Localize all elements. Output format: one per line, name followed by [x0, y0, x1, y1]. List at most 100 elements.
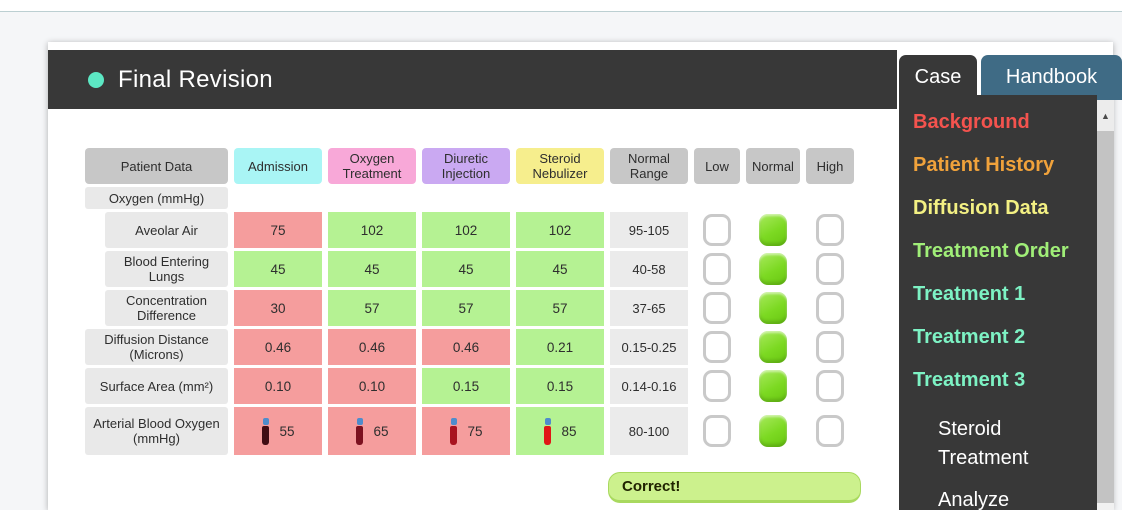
checkbox-cell [806, 329, 854, 365]
checkbox-cell [694, 251, 740, 287]
cell-value: 0.46 [358, 339, 386, 355]
cell-value: 0.10 [358, 378, 386, 394]
column-header-steroid-nebulizer: Steroid Nebulizer [516, 148, 604, 184]
checkbox-cell [746, 329, 800, 365]
data-cell-concentration-difference-col2: 57 [328, 290, 416, 326]
sidebar-scrollbar[interactable]: ▲ [1097, 100, 1114, 510]
cell-value: 75 [467, 423, 483, 439]
column-header-admission: Admission [234, 148, 322, 184]
tab-handbook[interactable]: Handbook [981, 55, 1122, 100]
cell-value: 57 [364, 300, 380, 316]
sidebar-item-treatment-1[interactable]: Treatment 1 [913, 283, 1026, 305]
column-header-normal-range: Normal Range [610, 148, 688, 184]
checkbox-cell [806, 290, 854, 326]
column-header-normal: Normal [746, 148, 800, 184]
row-label-arterial-blood-oxygen-mmhg: Arterial Blood Oxygen (mmHg) [85, 407, 228, 455]
cell-value: 102 [548, 222, 572, 238]
checkbox-normal-concentration-difference[interactable] [759, 292, 787, 324]
checkbox-normal-aveolar-air[interactable] [759, 214, 787, 246]
sidebar-item-diffusion-data[interactable]: Diffusion Data [913, 197, 1049, 219]
row-label-blood-entering-lungs: Blood Entering Lungs [105, 251, 228, 287]
row-label-surface-area-mm: Surface Area (mm²) [85, 368, 228, 404]
sidebar-item-background[interactable]: Background [913, 111, 1030, 133]
normal-range-cell-aveolar-air: 95-105 [610, 212, 688, 248]
cell-value: 45 [458, 261, 474, 277]
cell-value: 85 [561, 423, 577, 439]
sidebar-item-treatment-2[interactable]: Treatment 2 [913, 326, 1026, 348]
sidebar-item-analyze[interactable]: Analyze [938, 489, 1010, 510]
scroll-up-button[interactable]: ▲ [1097, 100, 1114, 131]
normal-range-cell-diffusion-distance-microns: 0.15-0.25 [610, 329, 688, 365]
data-cell-aveolar-air-col2: 102 [328, 212, 416, 248]
data-cell-surface-area-mm-col2: 0.10 [328, 368, 416, 404]
checkbox-high-concentration-difference[interactable] [816, 292, 844, 324]
checkbox-normal-diffusion-distance-microns[interactable] [759, 331, 787, 363]
data-cell-aveolar-air-col4: 102 [516, 212, 604, 248]
feedback-banner: Correct! [608, 472, 861, 503]
normal-range-cell-surface-area-mm: 0.14-0.16 [610, 368, 688, 404]
data-cell-arterial-blood-oxygen-mmhg-col2: 65 [328, 407, 416, 455]
checkbox-cell [746, 251, 800, 287]
cell-value: 102 [454, 222, 478, 238]
checkbox-low-concentration-difference[interactable] [703, 292, 731, 324]
data-cell-blood-entering-lungs-col1: 45 [234, 251, 322, 287]
cell-value: 0.10 [264, 378, 292, 394]
checkbox-cell [806, 407, 854, 455]
sidebar-item-patient-history[interactable]: Patient History [913, 154, 1055, 176]
cell-value: 30 [270, 300, 286, 316]
data-cell-diffusion-distance-microns-col1: 0.46 [234, 329, 322, 365]
cell-value: 45 [552, 261, 568, 277]
row-label-aveolar-air: Aveolar Air [105, 212, 228, 248]
checkbox-cell [694, 329, 740, 365]
checkbox-low-surface-area-mm[interactable] [703, 370, 731, 402]
cell-value: 0.46 [452, 339, 480, 355]
checkbox-cell [694, 212, 740, 248]
checkbox-cell [694, 290, 740, 326]
browser-top-strip [0, 0, 1122, 12]
checkbox-high-surface-area-mm[interactable] [816, 370, 844, 402]
cell-value: 0.15 [546, 378, 574, 394]
checkbox-normal-surface-area-mm[interactable] [759, 370, 787, 402]
checkbox-cell [746, 290, 800, 326]
section-spacer [234, 187, 854, 209]
diffusion-table: Patient Data Admission Oxygen Treatment Diu… [85, 148, 854, 455]
data-cell-blood-entering-lungs-col4: 45 [516, 251, 604, 287]
checkbox-normal-arterial-blood-oxygen-mmhg[interactable] [759, 415, 787, 447]
cell-value: 75 [270, 222, 286, 238]
tab-case[interactable]: Case [899, 55, 977, 100]
panel-titlebar: Final Revision [48, 50, 897, 109]
blood-vial-icon [543, 417, 552, 445]
sidebar-item-treatment-order[interactable]: Treatment Order [913, 240, 1069, 262]
sidebar-item-steroid-treatment[interactable]: Steroid Treatment [938, 418, 1029, 469]
cell-value: 55 [279, 423, 295, 439]
scrollbar-thumb[interactable] [1097, 131, 1114, 503]
data-cell-aveolar-air-col3: 102 [422, 212, 510, 248]
checkbox-high-aveolar-air[interactable] [816, 214, 844, 246]
column-header-low: Low [694, 148, 740, 184]
cell-value: 0.46 [264, 339, 292, 355]
cell-value: 57 [552, 300, 568, 316]
blood-vial-icon [355, 417, 364, 445]
checkbox-cell [746, 407, 800, 455]
checkbox-cell [806, 368, 854, 404]
checkbox-high-blood-entering-lungs[interactable] [816, 253, 844, 285]
checkbox-low-diffusion-distance-microns[interactable] [703, 331, 731, 363]
checkbox-low-blood-entering-lungs[interactable] [703, 253, 731, 285]
data-cell-diffusion-distance-microns-col2: 0.46 [328, 329, 416, 365]
cell-value: 45 [270, 261, 286, 277]
data-cell-surface-area-mm-col3: 0.15 [422, 368, 510, 404]
checkbox-high-arterial-blood-oxygen-mmhg[interactable] [816, 415, 844, 447]
data-cell-arterial-blood-oxygen-mmhg-col1: 55 [234, 407, 322, 455]
section-header-oxygen-mmhg: Oxygen (mmHg) [85, 187, 228, 209]
data-cell-arterial-blood-oxygen-mmhg-col3: 75 [422, 407, 510, 455]
scroll-up-arrow-icon: ▲ [1101, 110, 1110, 121]
checkbox-low-arterial-blood-oxygen-mmhg[interactable] [703, 415, 731, 447]
sidebar-item-treatment-3[interactable]: Treatment 3 [913, 369, 1026, 391]
row-label-diffusion-distance-microns: Diffusion Distance (Microns) [85, 329, 228, 365]
checkbox-low-aveolar-air[interactable] [703, 214, 731, 246]
data-cell-surface-area-mm-col4: 0.15 [516, 368, 604, 404]
data-cell-concentration-difference-col4: 57 [516, 290, 604, 326]
checkbox-cell [694, 368, 740, 404]
checkbox-normal-blood-entering-lungs[interactable] [759, 253, 787, 285]
checkbox-high-diffusion-distance-microns[interactable] [816, 331, 844, 363]
